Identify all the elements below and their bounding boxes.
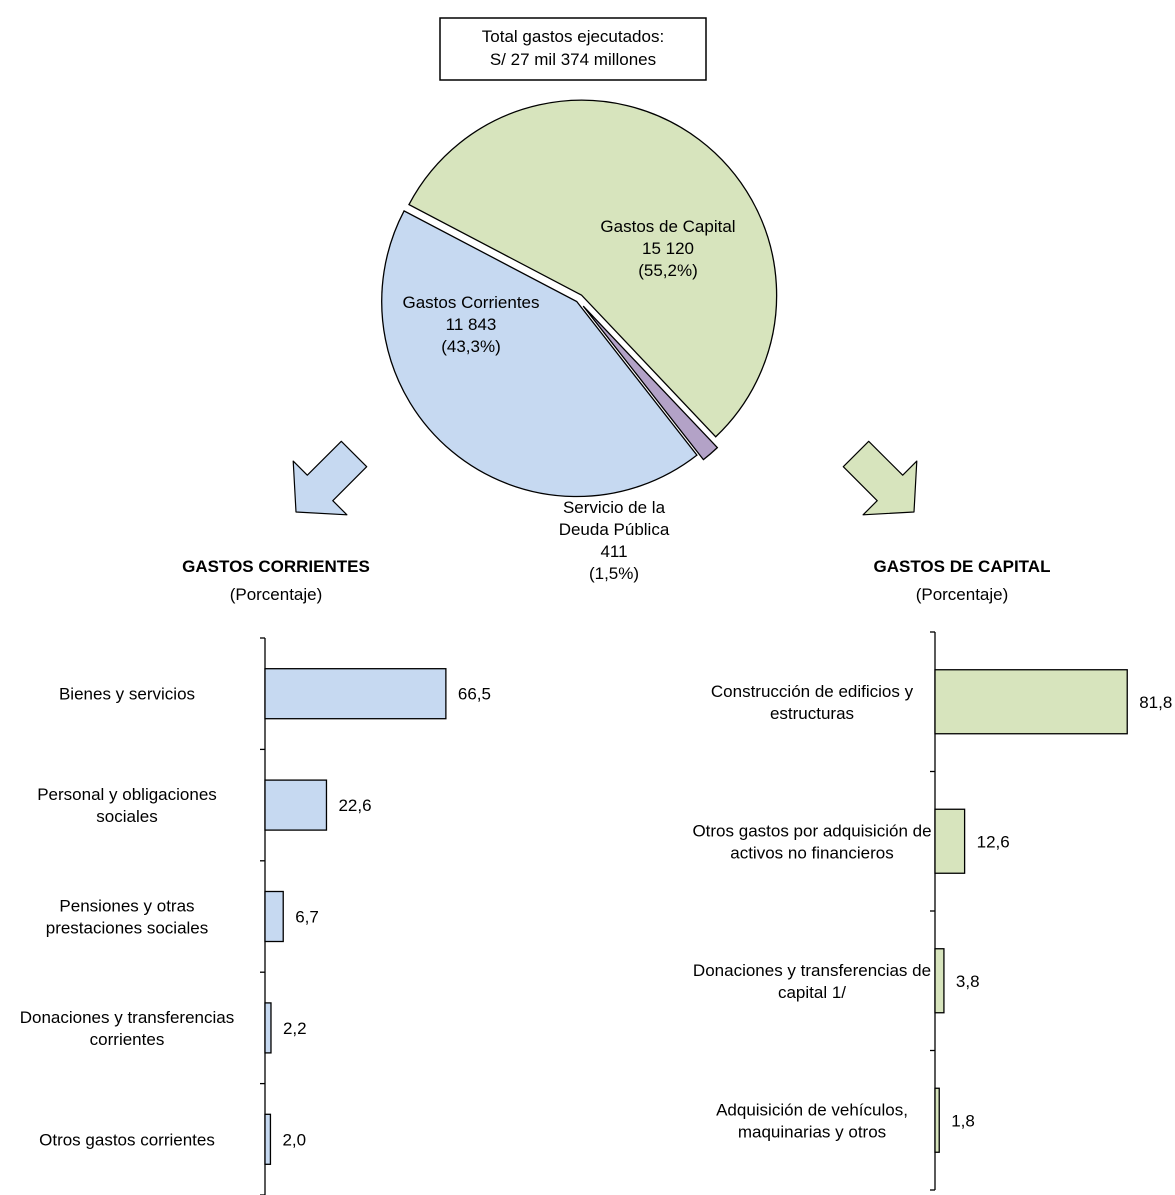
category-label: capital 1/ (778, 983, 846, 1002)
category-label: estructuras (770, 704, 854, 723)
pie-slice (582, 305, 719, 461)
bar-value-label: 81,8 (1139, 693, 1172, 712)
bar-value-label: 6,7 (295, 908, 319, 927)
right-chart-subtitle: (Porcentaje) (916, 585, 1009, 604)
pie-slice-label: 11 843 (446, 315, 497, 334)
total-box-line2: S/ 27 mil 374 millones (490, 50, 656, 69)
category-label: Otros gastos corrientes (39, 1130, 215, 1149)
left-arrow-icon (292, 440, 368, 516)
total-box: Total gastos ejecutados: S/ 27 mil 374 m… (439, 17, 707, 81)
category-label: Construcción de edificios y (711, 682, 914, 701)
bar-value-label: 1,8 (951, 1111, 975, 1130)
left-chart-subtitle: (Porcentaje) (230, 585, 323, 604)
category-label: Donaciones y transferencias de (693, 961, 931, 980)
left-chart-title: GASTOS CORRIENTES (182, 557, 370, 576)
pie-slice-label: Deuda Pública (559, 520, 670, 539)
bar-value-label: 12,6 (977, 832, 1010, 851)
pie-slice-label: (43,3%) (441, 337, 501, 356)
bar (934, 808, 966, 874)
bar (264, 668, 447, 720)
bar-value-label: 3,8 (956, 972, 980, 991)
pie-slice-label: Gastos Corrientes (403, 293, 540, 312)
bar (934, 1087, 940, 1153)
bar (264, 1002, 272, 1054)
bar-value-label: 22,6 (338, 796, 371, 815)
left-bar-chart: 66,5 Bienes y servicios 22,6 Personal y obl… (20, 637, 491, 1195)
category-label: Personal y obligaciones (37, 785, 217, 804)
bar-value-label: 66,5 (458, 685, 491, 704)
bar-value-label: 2,2 (283, 1019, 307, 1038)
bar (264, 890, 284, 943)
bar (264, 1113, 272, 1165)
pie-slice-label: 411 (600, 542, 627, 561)
category-label: corrientes (90, 1030, 165, 1049)
pie-slice-label: Gastos de Capital (600, 217, 735, 236)
category-label: Adquisición de vehículos, (716, 1100, 908, 1119)
category-label: prestaciones sociales (46, 919, 209, 938)
right-arrow-icon (842, 440, 918, 516)
bar (934, 948, 945, 1014)
category-label: sociales (96, 807, 157, 826)
category-label: Donaciones y transferencias (20, 1008, 235, 1027)
total-box-line1: Total gastos ejecutados: (482, 27, 664, 46)
pie-slice (381, 210, 698, 498)
bar (934, 669, 1128, 735)
category-label: Otros gastos por adquisición de (692, 821, 931, 840)
bar (264, 779, 328, 831)
right-chart-title: GASTOS DE CAPITAL (874, 557, 1051, 576)
category-label: Bienes y servicios (59, 685, 195, 704)
category-label: maquinarias y otros (738, 1122, 886, 1141)
bar-value-label: 2,0 (282, 1130, 306, 1149)
right-bar-chart: 81,8 Construcción de edificios y estructur… (692, 631, 1172, 1191)
category-label: Pensiones y otras (59, 897, 194, 916)
pie-slice-label: (1,5%) (589, 564, 639, 583)
pie-slice-label: 15 120 (642, 239, 694, 258)
pie-slice-label: (55,2%) (638, 261, 698, 280)
pie-slice (408, 99, 778, 438)
category-label: activos no financieros (730, 843, 893, 862)
pie-chart: Gastos de Capital 15 120 (55,2%) Servicio d… (381, 99, 778, 583)
pie-slice-label: Servicio de la (563, 498, 666, 517)
